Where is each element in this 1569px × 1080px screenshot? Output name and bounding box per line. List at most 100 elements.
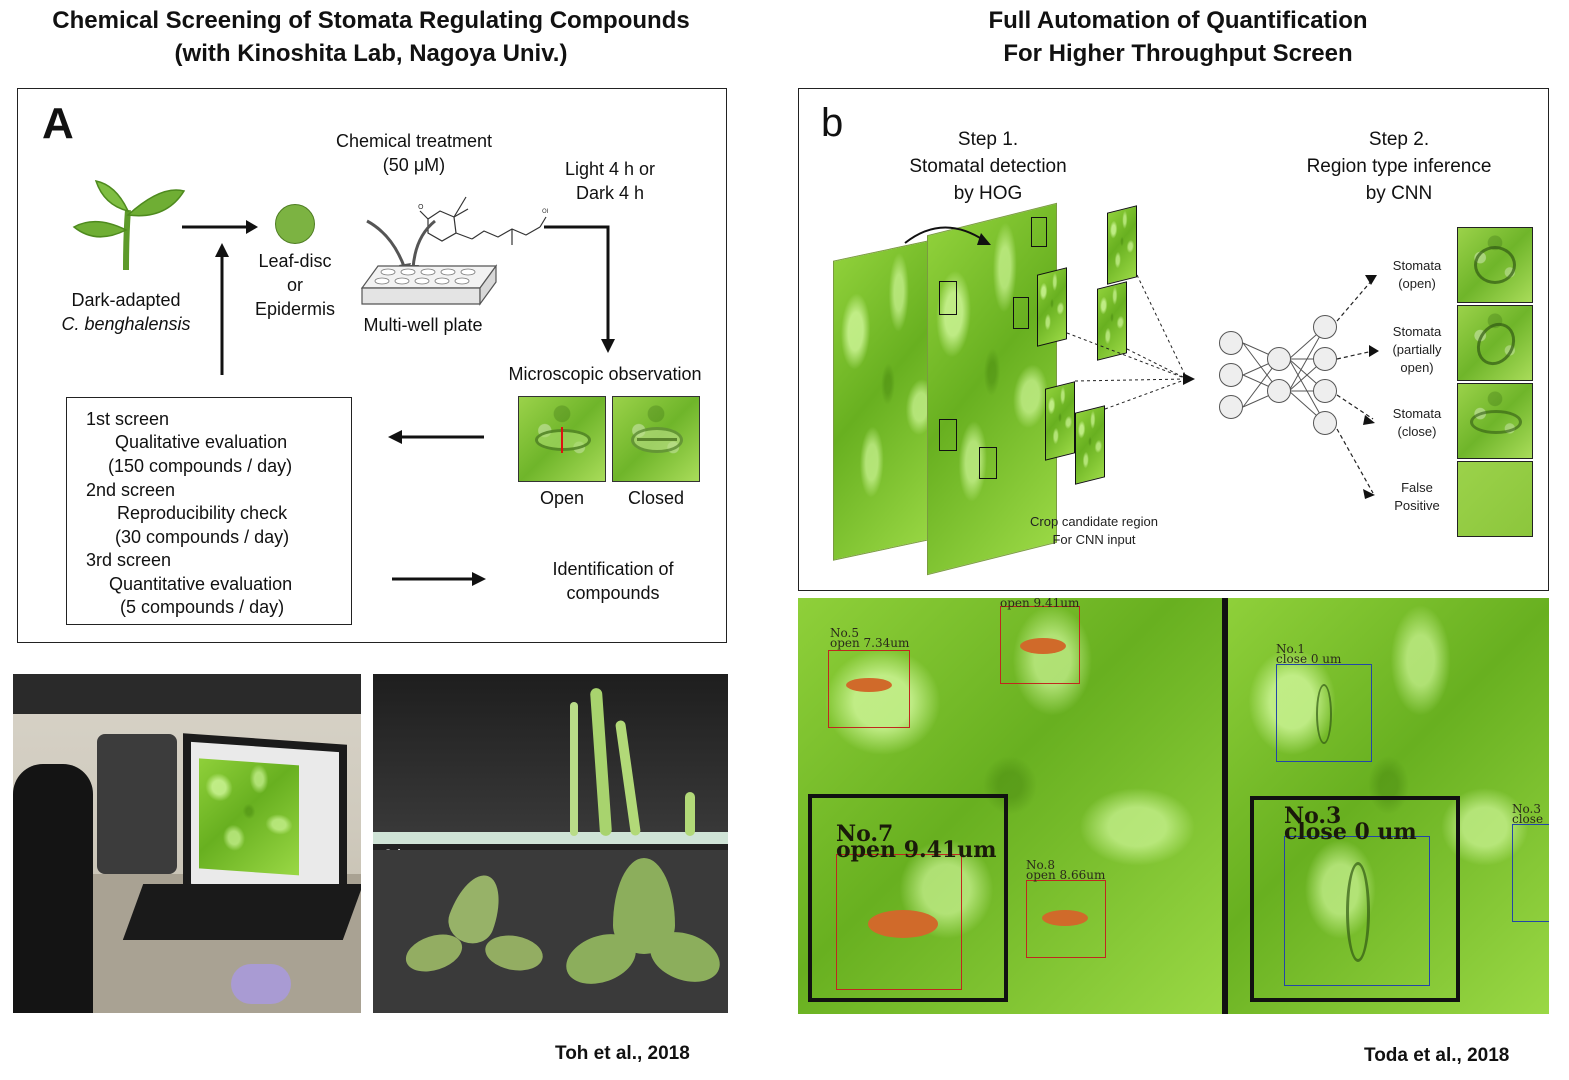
leaf-disc-line2: or	[286, 275, 303, 295]
multiwell-label: Multi-well plate	[363, 315, 483, 335]
det-8-label: open 8.66um	[1026, 868, 1106, 882]
screening-box: 1st screen Qualitative evaluation (150 c…	[66, 397, 352, 625]
molecule-structure-icon: O OH	[418, 196, 548, 245]
plant-icon	[72, 180, 186, 271]
class-partial-label: Stomata (partially open)	[1379, 323, 1455, 377]
stomata-open-image	[518, 396, 606, 482]
class-fp-label: False Positive	[1379, 479, 1455, 515]
step2-label: Step 2. Region type inference by CNN	[1289, 126, 1509, 207]
arrow-down-icon	[544, 225, 615, 353]
detection-divider	[1222, 598, 1228, 1014]
left-title-line1: Chemical Screening of Stomata Regulating…	[52, 7, 690, 34]
detection-box	[1512, 824, 1549, 922]
class-close-thumb	[1457, 383, 1533, 459]
det-top-label: open 9.41um	[1000, 598, 1080, 610]
right-title-line1: Full Automation of Quantification	[988, 7, 1368, 34]
screen-1-rate: (150 compounds / day)	[108, 456, 293, 476]
microscopic-label: Microscopic observation	[508, 364, 702, 384]
detection-box	[1026, 880, 1106, 958]
nn-node	[1267, 347, 1291, 371]
panel-b-letter: b	[821, 101, 844, 145]
screen-2-detail: Reproducibility check	[117, 503, 288, 523]
nn-node	[1219, 363, 1243, 387]
class-close-line2: (close)	[1397, 424, 1437, 439]
nn-node	[1219, 395, 1243, 419]
screen-1-name: 1st screen	[86, 409, 170, 429]
leaf-disc-line3: Epidermis	[254, 299, 336, 319]
arrow-left-icon	[388, 430, 484, 444]
class-open-thumb	[1457, 227, 1533, 303]
det-7-id: No.7	[836, 821, 894, 847]
identification-line2: compounds	[566, 583, 660, 603]
class-close-label: Stomata (close)	[1379, 405, 1455, 441]
detection-box	[1284, 836, 1430, 986]
nn-node	[1313, 411, 1337, 435]
monitor	[183, 733, 347, 905]
det-5-label: open 7.34um	[830, 636, 910, 650]
det-r3-label: close 0 um	[1284, 819, 1417, 845]
light-dark-line2: Dark 4 h	[575, 183, 645, 203]
chemical-treatment-label: Chemical treatment (50 μM)	[314, 129, 514, 177]
svg-text:O: O	[418, 203, 424, 211]
class-open-line1: Stomata	[1392, 258, 1442, 273]
screen-3-rate: (5 compounds / day)	[120, 597, 285, 617]
class-partial-line1: Stomata	[1392, 324, 1442, 339]
arrow-right-icon	[182, 220, 258, 234]
class-partial-line2: (partially	[1392, 342, 1442, 357]
detection-image-left: No.5 open 7.34um open 9.41um No.7 open 9…	[798, 598, 1222, 1014]
step1-line2: Stomatal detection	[909, 156, 1067, 177]
detection-box	[828, 650, 910, 728]
left-title: Chemical Screening of Stomata Regulating…	[0, 4, 742, 70]
nn-node	[1219, 331, 1243, 355]
panel-a: A Dark-adapted C. benghalensis Leaf-disc…	[17, 88, 727, 643]
arrow-up-icon	[215, 243, 229, 375]
closed-label: Closed	[627, 488, 685, 508]
dark-adapted-label: Dark-adapted C. benghalensis	[40, 288, 212, 336]
left-citation: Toh et al., 2018	[555, 1043, 690, 1064]
class-fp-line1: False	[1401, 480, 1433, 495]
light-dark-line1: Light 4 h or	[564, 159, 656, 179]
step1-line1: Step 1.	[957, 129, 1019, 150]
panel-a-letter: A	[42, 99, 74, 148]
screen-1-detail: Qualitative evaluation	[115, 432, 288, 452]
left-title-line2: (with Kinoshita Lab, Nagoya Univ.)	[174, 40, 568, 67]
identification-line1: Identification of	[552, 559, 674, 579]
rotate-arrow-icon	[904, 226, 991, 245]
class-partial-thumb	[1457, 305, 1533, 381]
det-r1-label: close 0 um	[1276, 652, 1342, 666]
plant-photo: 6 h	[373, 674, 728, 1013]
detection-box	[836, 854, 962, 990]
screen-2-name: 2nd screen	[86, 480, 176, 500]
det-r3-id: No.3	[1284, 803, 1342, 829]
nn-node	[1313, 347, 1337, 371]
nn-node	[1313, 315, 1337, 339]
class-close-line1: Stomata	[1392, 406, 1442, 421]
open-label: Open	[539, 488, 585, 508]
det-7-label: open 9.41um	[836, 837, 997, 863]
detection-box	[1000, 606, 1080, 684]
right-title-line2: For Higher Throughput Screen	[1003, 40, 1353, 67]
step2-line1: Step 2.	[1368, 129, 1430, 150]
nn-node	[1267, 379, 1291, 403]
step1-line3: by HOG	[953, 183, 1023, 204]
crop-line2: For CNN input	[1052, 532, 1136, 547]
step2-line3: by CNN	[1365, 183, 1433, 204]
panel-b: b Step 1. Stomatal detection by HOG Step…	[798, 88, 1549, 591]
identification-label: Identification of compounds	[518, 557, 708, 605]
det-r3b-id: No.3	[1512, 802, 1541, 816]
det-r1-id: No.1	[1276, 642, 1305, 656]
chemical-treatment-text: Chemical treatment	[335, 131, 493, 151]
det-8-id: No.8	[1026, 858, 1055, 872]
zoom-box	[1250, 796, 1460, 1002]
right-title: Full Automation of Quantification For Hi…	[800, 4, 1556, 70]
class-partial-line3: open)	[1400, 360, 1434, 375]
species-text: C. benghalensis	[61, 314, 191, 334]
class-open-label: Stomata (open)	[1379, 257, 1455, 293]
crop-caption: Crop candidate region For CNN input	[999, 513, 1189, 549]
stomata-closed-image	[612, 396, 700, 482]
detection-box	[1276, 664, 1372, 762]
crop-line1: Crop candidate region	[1030, 514, 1158, 529]
light-dark-label: Light 4 h or Dark 4 h	[540, 157, 680, 205]
screen-3-detail: Quantitative evaluation	[109, 574, 293, 594]
dark-adapted-text: Dark-adapted	[71, 290, 181, 310]
